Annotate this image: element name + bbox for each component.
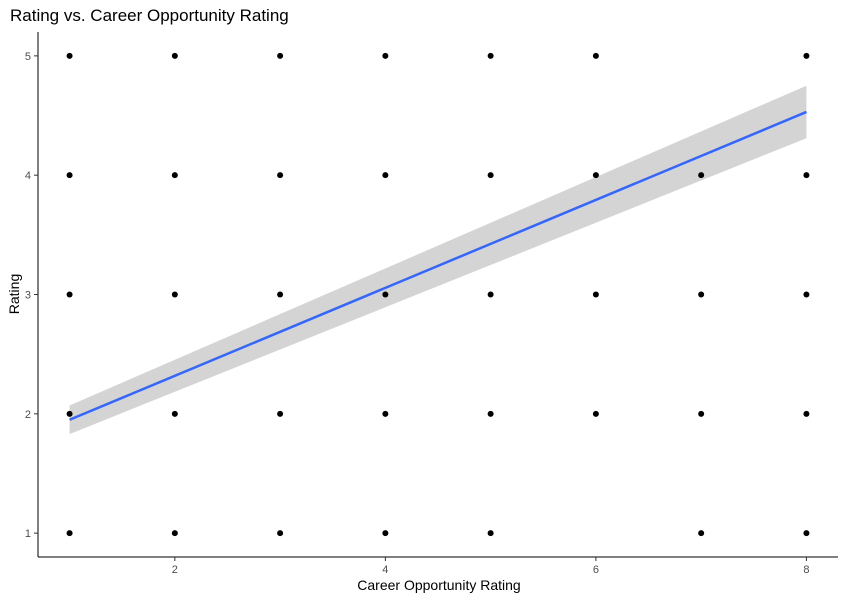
y-tick-label: 4 — [25, 170, 31, 182]
data-point — [382, 52, 389, 59]
data-point — [277, 172, 284, 179]
data-point — [487, 530, 494, 537]
data-point — [592, 172, 599, 179]
data-point — [66, 410, 73, 417]
data-point — [803, 530, 810, 537]
data-point — [382, 410, 389, 417]
x-axis-title: Career Opportunity Rating — [357, 577, 520, 593]
y-tick-label: 3 — [25, 290, 31, 302]
data-point — [803, 172, 810, 179]
y-tick-label: 5 — [25, 51, 31, 63]
data-point — [698, 530, 705, 537]
data-point — [171, 410, 178, 417]
data-point — [698, 291, 705, 298]
y-tick-label: 1 — [25, 528, 31, 540]
data-point — [277, 52, 284, 59]
y-tick-label: 2 — [25, 409, 31, 421]
data-point — [277, 291, 284, 298]
data-point — [277, 410, 284, 417]
data-point — [487, 291, 494, 298]
regression-line — [69, 110, 807, 421]
data-point — [382, 291, 389, 298]
data-point — [487, 52, 494, 59]
data-point — [66, 291, 73, 298]
points-layer — [66, 52, 810, 537]
data-point — [487, 172, 494, 179]
x-tick-label: 6 — [593, 564, 599, 576]
x-tick-label: 8 — [803, 564, 809, 576]
chart-title: Rating vs. Career Opportunity Rating — [10, 6, 289, 25]
data-point — [171, 530, 178, 537]
data-point — [698, 172, 705, 179]
data-point — [698, 410, 705, 417]
data-point — [382, 530, 389, 537]
data-point — [803, 291, 810, 298]
data-point — [487, 410, 494, 417]
y-axis-ticks: 1 2 3 4 5 — [25, 51, 38, 540]
y-axis-title: Rating — [6, 274, 22, 314]
plot-area — [66, 52, 810, 537]
data-point — [66, 530, 73, 537]
confidence-band — [69, 85, 807, 435]
data-point — [382, 172, 389, 179]
data-point — [592, 410, 599, 417]
data-point — [277, 530, 284, 537]
x-tick-label: 2 — [172, 564, 178, 576]
data-point — [592, 291, 599, 298]
data-point — [171, 52, 178, 59]
data-point — [171, 291, 178, 298]
data-point — [803, 410, 810, 417]
data-point — [171, 172, 178, 179]
data-point — [66, 172, 73, 179]
data-point — [803, 52, 810, 59]
data-point — [592, 52, 599, 59]
data-point — [66, 52, 73, 59]
x-axis-ticks: 2 4 6 8 — [172, 557, 809, 576]
x-tick-label: 4 — [382, 564, 388, 576]
